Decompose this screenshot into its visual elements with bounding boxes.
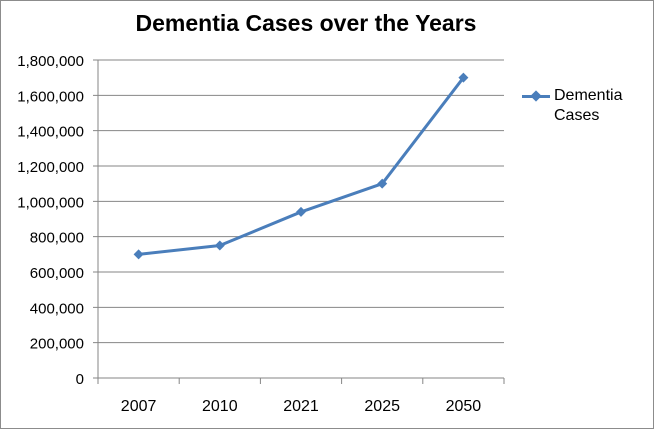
chart-title: Dementia Cases over the Years xyxy=(135,10,477,36)
y-tick-label: 800,000 xyxy=(30,230,84,247)
data-point-diamond-icon xyxy=(133,249,144,260)
data-point-diamond-icon xyxy=(377,178,388,189)
data-point-diamond-icon xyxy=(458,72,469,83)
y-tick-label: 600,000 xyxy=(30,265,84,282)
y-tick-label: 1,200,000 xyxy=(17,159,84,176)
data-point-diamond-icon xyxy=(296,206,306,217)
y-tick-label: 1,600,000 xyxy=(17,88,84,105)
data-point-diamond-icon xyxy=(214,240,225,251)
x-tick-label: 2025 xyxy=(364,398,400,415)
y-tick-label: 1,400,000 xyxy=(17,124,84,141)
x-tick-label: 2010 xyxy=(202,398,238,415)
x-tick-label: 2021 xyxy=(283,398,319,415)
legend-label: Dementia Cases xyxy=(554,87,623,124)
y-tick-label: 1,000,000 xyxy=(17,194,84,211)
y-tick-label: 200,000 xyxy=(30,336,84,353)
x-tick-label: 2007 xyxy=(121,398,157,415)
y-tick-label: 1,800,000 xyxy=(17,53,84,70)
y-tick-label: 0 xyxy=(76,371,84,388)
x-tick-label: 2050 xyxy=(446,398,482,415)
y-tick-label: 400,000 xyxy=(30,300,84,317)
